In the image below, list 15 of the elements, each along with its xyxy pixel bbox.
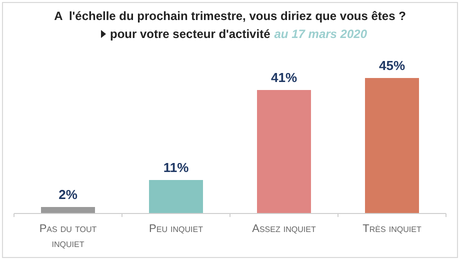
data-label: 45% <box>378 58 406 73</box>
chart-title: A l'échelle du prochain trimestre, vous diriez que vous êtes ? <box>54 9 406 23</box>
x-tick-label: Très inquiet <box>362 223 422 235</box>
data-label: 2% <box>58 187 78 202</box>
text: au 17 mars 2020 <box>274 27 368 41</box>
bar <box>365 78 419 213</box>
bar <box>41 207 95 213</box>
bar <box>257 90 311 213</box>
chart-subtitle: pour votre secteur d'activité <box>110 27 271 41</box>
data-label: 11% <box>163 160 190 175</box>
bar <box>149 180 203 213</box>
data-label: 41% <box>270 70 298 85</box>
x-tick-label: Peu inquiet <box>149 223 204 235</box>
x-tick-label: Assez inquiet <box>252 223 316 235</box>
x-tick-label: Pas du tout inquiet <box>39 223 97 250</box>
